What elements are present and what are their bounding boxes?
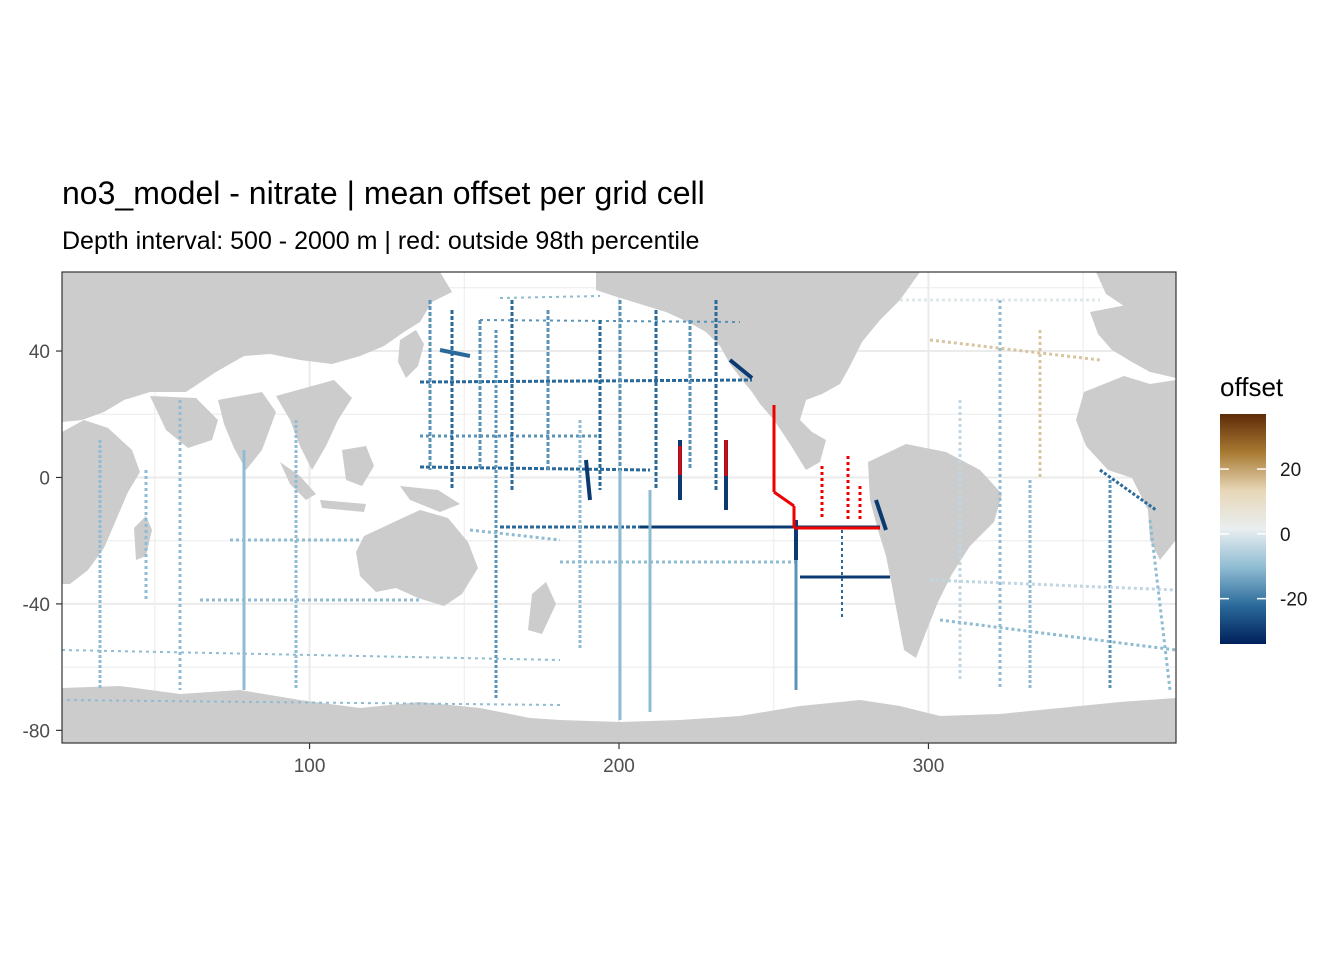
land-south-america	[868, 444, 1002, 658]
map-panel	[61, 271, 1177, 744]
land-antarctica	[62, 686, 1176, 743]
legend-tick-label: 0	[1280, 525, 1291, 546]
offset-track	[419, 378, 753, 384]
land-southeast-asia	[276, 380, 352, 470]
y-tick-label: 0	[39, 468, 50, 489]
land-japan	[398, 330, 424, 378]
offset-track	[499, 295, 601, 299]
offset-track	[874, 499, 888, 531]
offset-cells	[62, 295, 1176, 720]
x-tick-label: 200	[603, 756, 635, 777]
land-australia	[356, 510, 478, 606]
offset-track	[419, 465, 651, 472]
land-sumatra	[280, 462, 316, 500]
x-tick-label: 100	[294, 756, 326, 777]
y-tick-label: -80	[23, 721, 50, 742]
y-tick-label: -40	[23, 595, 50, 616]
legend: offset 20 0 -20	[1220, 372, 1307, 644]
offset-track	[929, 578, 1176, 592]
offset-track	[728, 358, 754, 380]
legend-tick-label: -20	[1280, 590, 1307, 611]
land-north-america	[596, 272, 920, 470]
legend-colorbar	[1220, 414, 1266, 644]
x-axis: 100 200 300	[294, 743, 945, 777]
offset-track	[1099, 468, 1157, 512]
land-borneo	[342, 446, 374, 486]
offset-track	[1148, 519, 1172, 691]
y-tick-label: 40	[29, 342, 50, 363]
land-arabia	[150, 396, 218, 448]
offset-track	[773, 490, 795, 508]
land-greenland	[1096, 272, 1176, 310]
chart-subtitle: Depth interval: 500 - 2000 m | red: outs…	[62, 227, 700, 255]
chart-title: no3_model - nitrate | mean offset per gr…	[62, 175, 705, 211]
offset-track	[479, 319, 741, 323]
offset-track	[439, 348, 471, 358]
land-africa-west	[1076, 376, 1176, 560]
land-java	[320, 500, 366, 512]
offset-track	[939, 618, 1176, 652]
legend-title: offset	[1220, 372, 1284, 402]
offset-track	[929, 338, 1101, 362]
offset-track	[584, 459, 592, 501]
y-axis: 40 0 -40 -80	[23, 342, 62, 742]
offset-track	[62, 649, 561, 661]
land-new-guinea	[400, 486, 460, 512]
legend-tick-label: 20	[1280, 460, 1301, 481]
land-europe	[1090, 300, 1176, 378]
land-india	[218, 392, 276, 470]
x-tick-label: 300	[913, 756, 945, 777]
land-north-eurasia	[62, 272, 452, 422]
land-new-zealand	[528, 582, 556, 634]
legend-ticks: 20 0 -20	[1220, 460, 1307, 611]
